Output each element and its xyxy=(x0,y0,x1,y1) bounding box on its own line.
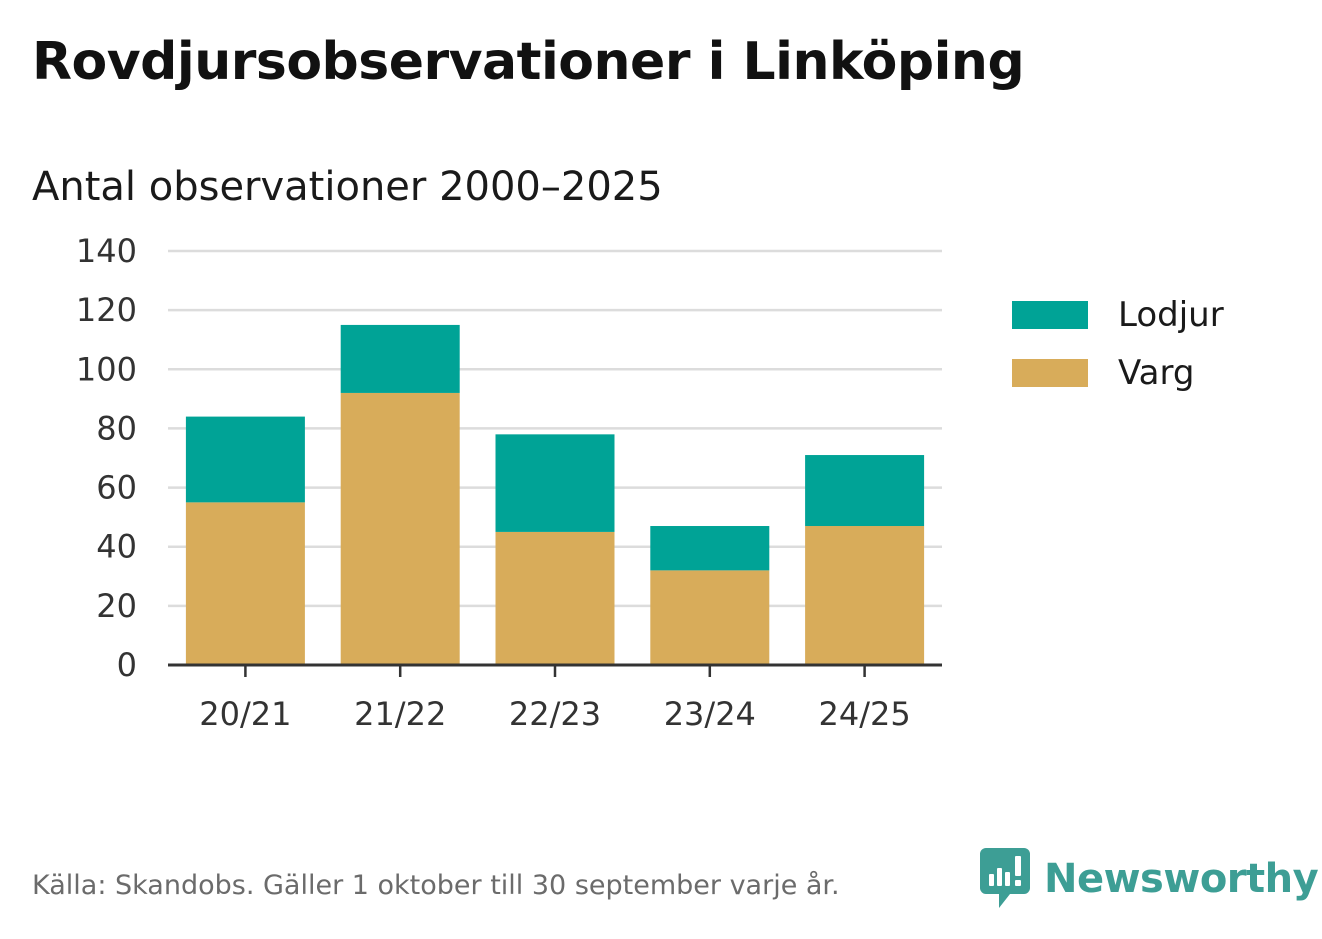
y-tick-label-120: 120 xyxy=(76,291,137,329)
legend-label-lodjur: Lodjur xyxy=(1118,295,1224,335)
y-tick-label-140: 140 xyxy=(76,232,137,270)
legend: Lodjur Varg xyxy=(1012,286,1224,402)
y-tick-label-40: 40 xyxy=(96,528,137,566)
chart-title: Rovdjursobservationer i Linköping xyxy=(32,32,1025,92)
bar-lodjur-23-24 xyxy=(650,526,770,571)
bar-lodjur-22-23 xyxy=(495,434,615,532)
bar-varg-23-24 xyxy=(650,570,770,665)
bar-lodjur-24-25 xyxy=(805,455,925,527)
x-tick-label-24-25: 24/25 xyxy=(818,695,910,733)
brand-name: Newsworthy xyxy=(1044,856,1319,902)
newsworthy-logo-icon xyxy=(980,848,1030,908)
legend-item-varg: Varg xyxy=(1012,344,1224,402)
source-note: Källa: Skandobs. Gäller 1 oktober till 3… xyxy=(32,870,840,901)
bar-lodjur-21-22 xyxy=(340,324,460,393)
bar-varg-24-25 xyxy=(805,526,925,665)
y-tick-label-80: 80 xyxy=(96,409,137,447)
x-tick-label-22-23: 22/23 xyxy=(509,695,601,733)
chart-subtitle: Antal observationer 2000–2025 xyxy=(32,164,663,210)
y-tick-label-20: 20 xyxy=(96,587,137,625)
y-tick-label-100: 100 xyxy=(76,350,137,388)
bar-lodjur-20-21 xyxy=(185,416,305,503)
brand: Newsworthy xyxy=(980,848,1319,910)
y-tick-label-0: 0 xyxy=(117,646,137,684)
x-tick-label-20-21: 20/21 xyxy=(199,695,291,733)
x-tick-label-21-22: 21/22 xyxy=(354,695,446,733)
legend-swatch-lodjur xyxy=(1012,301,1088,329)
bar-varg-21-22 xyxy=(340,392,460,665)
x-tick-label-23-24: 23/24 xyxy=(664,695,756,733)
legend-item-lodjur: Lodjur xyxy=(1012,286,1224,344)
legend-label-varg: Varg xyxy=(1118,353,1195,393)
bar-varg-22-23 xyxy=(495,531,615,665)
legend-swatch-varg xyxy=(1012,359,1088,387)
bar-varg-20-21 xyxy=(185,502,305,665)
y-tick-label-60: 60 xyxy=(96,469,137,507)
